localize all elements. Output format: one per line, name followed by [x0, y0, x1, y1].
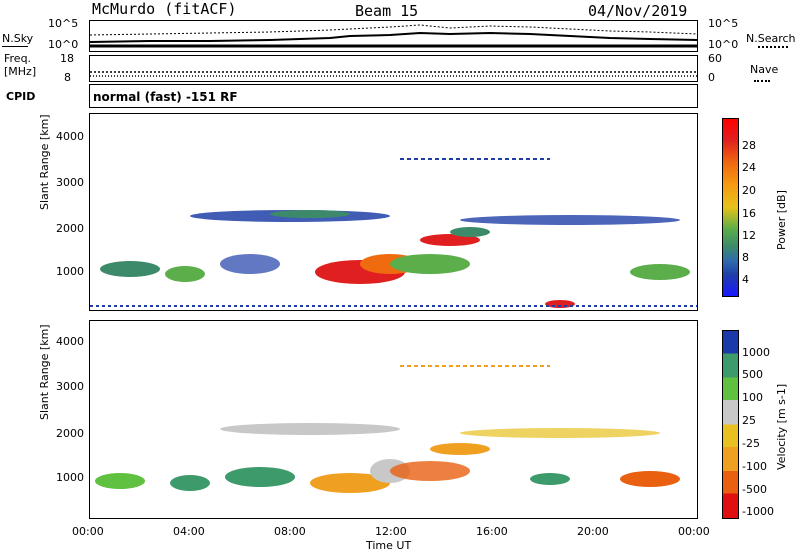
power-cb-tick-12: 12 — [742, 229, 756, 242]
velocity-echo-right — [620, 471, 680, 487]
xtick-0000: 00:00 — [72, 525, 104, 538]
power-heatmap — [90, 158, 697, 308]
noise-panel — [89, 20, 698, 52]
velocity-heatmap — [95, 365, 680, 493]
velocity-ylabel: Slant Range [km] — [38, 324, 51, 420]
nave-legend-line — [754, 80, 770, 82]
cpid-label: CPID — [6, 90, 36, 103]
velocity-echo-left-1000b — [170, 475, 210, 491]
freq-traces — [90, 71, 697, 77]
power-cb-tick-16: 16 — [742, 207, 756, 220]
date-title: 04/Nov/2019 — [588, 2, 688, 20]
velocity-colorbar — [722, 330, 739, 519]
power-cb-label: Power [dB] — [775, 190, 788, 250]
cpid-text: normal (fast) -151 RF — [93, 90, 238, 104]
velocity-echo-1700 — [430, 443, 490, 455]
noise-search-legend-line — [758, 46, 788, 48]
velocity-cb-tick-1000: 1000 — [742, 346, 770, 359]
freq-tick-low: 8 — [64, 71, 71, 84]
velocity-cb-tick-m500: -500 — [742, 483, 767, 496]
power-cb-tick-20: 20 — [742, 184, 756, 197]
power-ytick-1000: 1000 — [56, 265, 84, 278]
velocity-cb-label: Velocity [m s-1] — [775, 383, 788, 470]
velocity-panel — [89, 320, 698, 519]
velocity-cb-tick-m1000: -1000 — [742, 505, 774, 518]
power-colorbar — [722, 118, 739, 297]
beam-title: Beam 15 — [355, 2, 419, 20]
velocity-ytick-1000: 1000 — [56, 471, 84, 484]
power-echo-left-1000b — [165, 266, 205, 282]
velocity-blobs — [95, 365, 680, 493]
power-ytick-4000: 4000 — [56, 130, 84, 143]
power-echo-right — [630, 264, 690, 280]
power-echo-band-2000-right — [460, 215, 680, 225]
power-cb-tick-8: 8 — [742, 251, 749, 264]
velocity-ytick-4000: 4000 — [56, 335, 84, 348]
station-title: McMurdo (fitACF) — [92, 0, 237, 18]
power-echo-1700 — [420, 234, 480, 246]
nave-label: Nave — [750, 63, 779, 76]
noise-right-tick-low: 10^0 — [708, 38, 739, 51]
power-ylabel: Slant Range [km] — [38, 114, 51, 210]
xtick-0000-end: 00:00 — [678, 525, 710, 538]
velocity-cb-tick-500: 500 — [742, 368, 763, 381]
velocity-echo-strong — [310, 473, 390, 493]
nave-tick-high: 60 — [708, 52, 722, 65]
xaxis-label: Time UT — [366, 539, 412, 552]
power-cb-tick-24: 24 — [742, 161, 756, 174]
noise-traces — [89, 24, 698, 48]
power-echo-midleft — [220, 254, 280, 274]
power-ytick-2000: 2000 — [56, 222, 84, 235]
power-ytick-3000: 3000 — [56, 176, 84, 189]
cpid-panel: normal (fast) -151 RF — [89, 84, 698, 108]
velocity-echo-band-2000-right — [460, 428, 660, 438]
xtick-1600: 16:00 — [476, 525, 508, 538]
noise-sky-legend-line — [2, 46, 28, 47]
velocity-cb-tick-100: 100 — [742, 391, 763, 404]
velocity-cb-tick-25: 25 — [742, 414, 756, 427]
power-echo-upper — [450, 227, 490, 237]
velocity-echo-right-green — [530, 473, 570, 485]
power-cb-tick-4: 4 — [742, 273, 749, 286]
xtick-2000: 20:00 — [577, 525, 609, 538]
power-blobs — [90, 158, 697, 308]
noise-left-tick-low: 10^0 — [48, 38, 79, 51]
velocity-cb-tick-m25: -25 — [742, 437, 760, 450]
noise-search-label: N.Search — [746, 32, 796, 45]
xtick-0800: 08:00 — [274, 525, 306, 538]
noise-sky-trace — [89, 31, 698, 43]
freq-tick-high: 18 — [60, 52, 74, 65]
noise-left-tick-high: 10^5 — [48, 17, 79, 30]
freq-panel — [89, 55, 698, 82]
velocity-ytick-3000: 3000 — [56, 380, 84, 393]
velocity-echo-midleft — [225, 467, 295, 487]
power-panel — [89, 113, 698, 311]
velocity-echo-left-1000 — [95, 473, 145, 489]
velocity-echo-band-2000 — [220, 423, 400, 435]
power-echo-band-2000-core — [270, 210, 350, 218]
noise-search-trace — [89, 24, 698, 36]
nave-tick-low: 0 — [708, 71, 715, 84]
velocity-ytick-2000: 2000 — [56, 427, 84, 440]
power-echo-mid — [390, 254, 470, 274]
noise-right-tick-high: 10^5 — [708, 17, 739, 30]
power-echo-left-1000 — [100, 261, 160, 277]
velocity-echo-mid — [390, 461, 470, 481]
freq-unit-label: [MHz] — [4, 65, 37, 78]
freq-label: Freq. — [4, 52, 32, 65]
noise-sky-label: N.Sky — [2, 32, 34, 45]
xtick-1200: 12:00 — [375, 525, 407, 538]
xtick-0400: 04:00 — [173, 525, 205, 538]
power-cb-tick-28: 28 — [742, 139, 756, 152]
velocity-cb-tick-m100: -100 — [742, 460, 767, 473]
